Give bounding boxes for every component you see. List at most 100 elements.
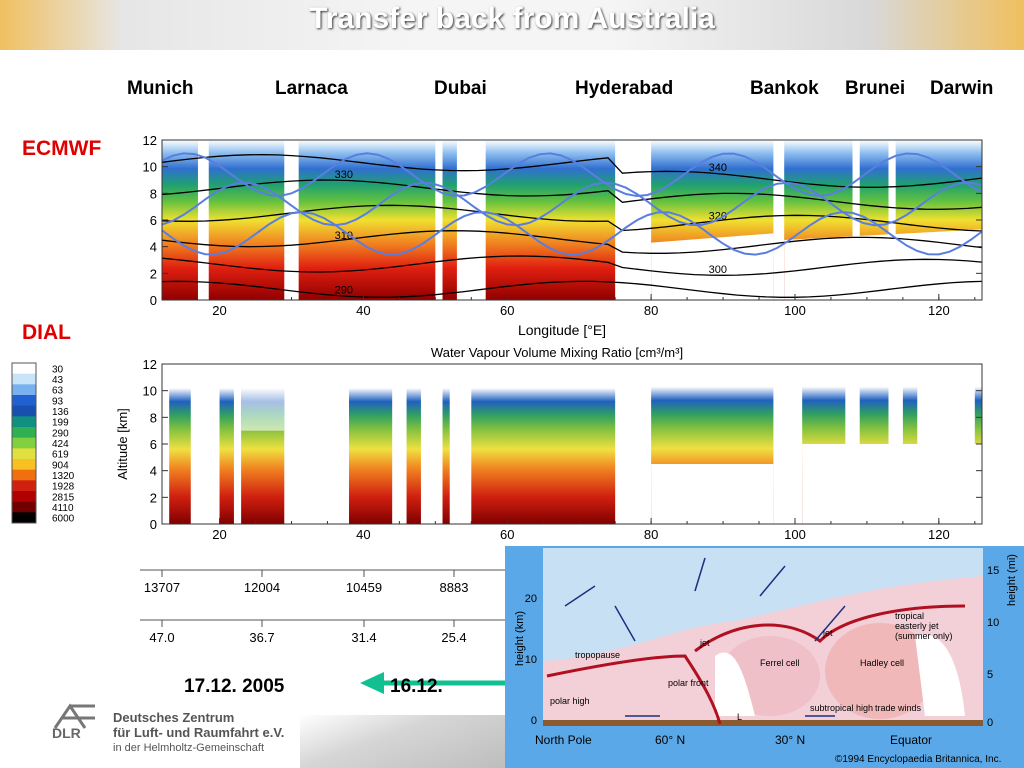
colorbar-label: 290 <box>52 428 69 439</box>
city-label: Hyderabad <box>575 78 674 99</box>
hadley-cell-shape <box>825 623 935 719</box>
circulation-arrow <box>694 557 706 592</box>
x-tick-label: 100 <box>784 527 806 542</box>
tropopause-line-upper <box>694 604 966 653</box>
y-tick-label: 10 <box>143 160 157 175</box>
x-tick-label: 80 <box>644 527 658 542</box>
circulation-arrow <box>814 605 846 642</box>
colorbar-label: 424 <box>52 439 69 450</box>
colorbar-label: 904 <box>52 460 69 471</box>
cloud-shape <box>915 634 965 716</box>
tropopause-line <box>546 654 722 725</box>
inset-right-tick: 10 <box>987 617 999 629</box>
inset-annotation: tropopause <box>575 650 620 660</box>
distance-label: 10459 <box>346 580 382 595</box>
isentrope-label: 330 <box>335 169 353 181</box>
direction-arrow-head <box>360 672 384 694</box>
x-tick-label: 120 <box>928 527 950 542</box>
colorbar-cell <box>12 448 36 460</box>
inset-annotation: jet <box>699 638 710 648</box>
x-tick-label: 120 <box>928 303 950 318</box>
inset-right-tick: 0 <box>987 717 993 729</box>
inset-ground <box>543 720 983 726</box>
dial-gap <box>241 388 285 431</box>
dlr-line3: in der Helmholtz-Gemeinschaft <box>113 742 265 754</box>
city-label: Dubai <box>434 78 487 99</box>
dial-label: DIAL <box>22 321 71 344</box>
inset-annotation: subtropical high <box>810 703 873 713</box>
city-label: Brunei <box>845 78 906 99</box>
colorbar-label: 1320 <box>52 471 75 482</box>
inset-bottom-label: 60° N <box>655 733 685 747</box>
humidity-contour <box>161 210 983 256</box>
y-tick-label: 12 <box>143 133 157 148</box>
colorbar-cell <box>12 427 36 439</box>
y-tick-label: 2 <box>150 490 157 505</box>
isentrope-label: 290 <box>335 284 353 296</box>
colorbar-label: 30 <box>52 364 64 375</box>
y-tick-label: 6 <box>150 437 157 452</box>
header-banner: Transfer back from Australia <box>0 0 1024 50</box>
y-tick-label: 8 <box>150 186 157 201</box>
colorbar-cell <box>12 459 36 471</box>
dial-data-column <box>219 388 234 524</box>
isentrope-line <box>161 230 983 254</box>
circulation-arrow <box>614 605 636 642</box>
ecmwf-low-region <box>784 229 982 300</box>
isentrope-line <box>161 255 983 276</box>
time-label: 31.4 <box>351 630 376 645</box>
inset-annotation: polar high <box>550 696 590 706</box>
colorbar-cell <box>12 469 36 481</box>
y-tick-label: 10 <box>143 384 157 399</box>
ecmwf-data-segment <box>442 140 457 300</box>
isentrope-label: 300 <box>709 264 727 276</box>
dlr-logo-icon <box>53 703 95 729</box>
date-left: 17.12. 2005 <box>184 676 285 697</box>
y-tick-label: 6 <box>150 213 157 228</box>
y-tick-label: 2 <box>150 266 157 281</box>
x-tick-label: 40 <box>356 303 370 318</box>
y-tick-label: 4 <box>150 240 157 255</box>
colorbar-cell <box>12 501 36 513</box>
city-label: Darwin <box>930 78 994 99</box>
inset-right-tick: 5 <box>987 669 993 681</box>
colorbar-label: 619 <box>52 450 69 461</box>
slide-title: Transfer back from Australia <box>309 2 715 35</box>
inset-left-tick: 10 <box>525 654 537 666</box>
inset-right-axis-label: height (mi) <box>1006 554 1018 606</box>
colorbar-cell <box>12 512 36 524</box>
colorbar-cell <box>12 384 36 396</box>
colorbar-label: 6000 <box>52 514 75 525</box>
city-label: Bankok <box>750 78 819 99</box>
inset-left-tick: 20 <box>525 593 537 605</box>
inset-annotation: polar front <box>668 678 709 688</box>
colorbar-cell <box>12 416 36 428</box>
date-right: 16.12. <box>390 676 443 697</box>
y-tick-label: 12 <box>143 357 157 372</box>
colorbar-cell <box>12 373 36 385</box>
isentrope-label: 320 <box>709 211 727 223</box>
inset-credit: ©1994 Encyclopaedia Britannica, Inc. <box>835 754 1001 765</box>
ecmwf-data-segment <box>298 140 436 300</box>
x-tick-label: 60 <box>500 303 514 318</box>
dial-data-column <box>349 388 393 524</box>
y-tick-label: 0 <box>150 293 157 308</box>
ecmwf-label: ECMWF <box>22 137 102 160</box>
inset-bottom-label: Equator <box>890 733 932 747</box>
inset-annotation: L <box>737 712 742 722</box>
isentrope-label: 340 <box>709 162 727 174</box>
colorbar-cell <box>12 405 36 417</box>
colorbar-label: 136 <box>52 407 69 418</box>
colorbar-cell <box>12 395 36 407</box>
colorbar-label: 43 <box>52 375 64 386</box>
dlr-short: DLR <box>52 725 81 741</box>
colorbar-label: 93 <box>52 396 64 407</box>
inset-bottom-label: North Pole <box>535 733 592 747</box>
colorbar-label: 4110 <box>52 503 74 514</box>
dial-data-column <box>169 388 191 524</box>
inset-right-tick: 15 <box>987 565 999 577</box>
inset-annotation: Hadley cell <box>860 658 904 668</box>
distance-label: 8883 <box>440 580 469 595</box>
colorbar-label: 63 <box>52 386 64 397</box>
isentrope-line <box>161 280 983 298</box>
